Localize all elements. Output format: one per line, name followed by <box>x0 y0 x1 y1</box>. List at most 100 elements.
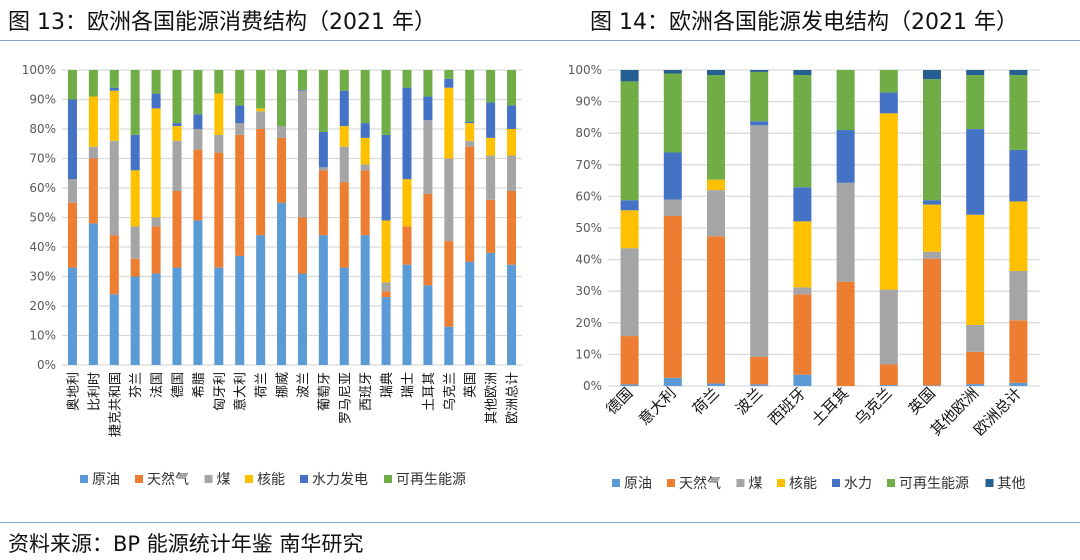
bar-segment-煤 <box>339 146 349 183</box>
bar-segment-水力 <box>879 92 898 114</box>
bar-segment-原油 <box>507 264 517 365</box>
bar-segment-原油 <box>663 377 682 386</box>
bar-segment-水力发电 <box>339 90 349 127</box>
legend-swatch <box>612 479 620 487</box>
bar-segment-原油 <box>130 276 140 365</box>
source-note: 资料来源：BP 能源统计年鉴 南华研究 <box>8 532 364 556</box>
bar-segment-煤 <box>923 251 941 259</box>
bar-segment-水力发电 <box>465 121 475 124</box>
bar-segment-可再生能源 <box>486 70 496 103</box>
bar-segment-煤 <box>214 134 224 153</box>
left-chart-title: 图 13：欧洲各国能源消费结构（2021 年） <box>8 10 436 35</box>
bar-segment-核能 <box>151 108 161 218</box>
bar-segment-原油 <box>88 223 98 365</box>
bar-segment-其他 <box>966 70 985 76</box>
x-tick-label: 欧洲总计 <box>970 384 1025 439</box>
x-tick-label: 比利时 <box>87 372 102 411</box>
bar-segment-煤 <box>423 120 433 194</box>
bar-segment-天然气 <box>256 129 266 236</box>
bar-segment-原油 <box>193 220 203 365</box>
x-tick-label: 其他欧洲 <box>485 372 500 424</box>
y-tick-label: 90% <box>29 93 56 107</box>
bar-segment-可再生能源 <box>256 70 266 109</box>
bar-segment-原油 <box>214 267 224 365</box>
bar-segment-天然气 <box>663 215 682 378</box>
bar-segment-水力 <box>836 130 855 183</box>
bar-segment-煤 <box>67 179 77 203</box>
bottom-divider <box>0 522 1080 523</box>
legend-swatch <box>204 475 213 483</box>
bar-segment-核能 <box>109 90 119 141</box>
bar-segment-天然气 <box>923 258 941 386</box>
bar-segment-可再生能源 <box>277 70 287 127</box>
bar-segment-可再生能源 <box>297 70 307 90</box>
x-tick-label: 德国 <box>171 372 186 398</box>
bar-segment-天然气 <box>507 190 517 265</box>
bar-segment-煤 <box>444 158 454 242</box>
bar-segment-天然气 <box>402 226 412 265</box>
y-tick-label: 20% <box>29 299 56 313</box>
bar-segment-可再生能源 <box>318 70 328 132</box>
y-tick-label: 30% <box>29 270 56 284</box>
bar-segment-可再生能源 <box>793 75 812 188</box>
legend-swatch <box>245 475 253 483</box>
bar-segment-核能 <box>966 214 985 326</box>
bar-segment-原油 <box>620 384 639 386</box>
bar-segment-其他 <box>750 70 769 72</box>
legend-label: 煤 <box>749 476 763 492</box>
bar-segment-水力发电 <box>318 131 328 168</box>
bar-segment-其他 <box>707 70 725 76</box>
bar-segment-水力发电 <box>67 99 77 180</box>
bar-segment-煤 <box>620 248 639 337</box>
bar-segment-可再生能源 <box>214 70 224 94</box>
x-tick-label: 希腊 <box>192 372 207 398</box>
x-tick-label: 土耳其 <box>808 384 853 429</box>
bar-segment-煤 <box>235 123 245 135</box>
bar-segment-水力 <box>793 187 812 222</box>
bar-segment-天然气 <box>277 137 287 203</box>
x-tick-label: 乌克兰 <box>851 384 896 429</box>
bar-segment-煤 <box>793 287 812 295</box>
bar-segment-水力 <box>1009 149 1028 202</box>
bar-segment-煤 <box>1009 270 1028 321</box>
y-tick-label: 70% <box>29 152 56 166</box>
bar-segment-可再生能源 <box>193 70 203 115</box>
bar-segment-原油 <box>707 383 725 386</box>
bar-segment-可再生能源 <box>663 73 682 153</box>
bar-segment-煤 <box>663 199 682 216</box>
bar-segment-天然气 <box>707 236 725 384</box>
bar-segment-天然气 <box>381 291 391 298</box>
bar-segment-可再生能源 <box>88 70 98 97</box>
bar-segment-可再生能源 <box>966 75 985 130</box>
bar-segment-天然气 <box>67 202 77 268</box>
bar-segment-原油 <box>360 235 370 365</box>
bar-segment-天然气 <box>793 294 812 375</box>
bar-segment-核能 <box>923 204 941 252</box>
bar-segment-可再生能源 <box>1009 75 1028 150</box>
bar-segment-原油 <box>297 273 307 365</box>
x-tick-label: 瑞士 <box>401 372 416 398</box>
y-tick-label: 50% <box>29 211 56 225</box>
y-tick-label: 100% <box>568 63 602 77</box>
bar-segment-核能 <box>402 179 412 227</box>
bar-segment-可再生能源 <box>67 70 77 100</box>
legend-swatch <box>832 479 840 487</box>
bar-segment-核能 <box>360 137 370 165</box>
bar-segment-天然气 <box>486 199 496 253</box>
bar-segment-可再生能源 <box>402 70 412 88</box>
x-tick-label: 罗马尼亚 <box>338 372 353 424</box>
bar-segment-煤 <box>507 155 517 191</box>
x-tick-label: 奥地利 <box>66 372 81 411</box>
bar-segment-可再生能源 <box>381 70 391 135</box>
bar-segment-煤 <box>836 182 855 282</box>
bar-segment-煤 <box>360 164 370 171</box>
bar-segment-煤 <box>151 217 161 227</box>
bar-segment-天然气 <box>966 351 985 385</box>
legend-label: 核能 <box>257 472 285 488</box>
bar-segment-水力 <box>620 200 639 211</box>
bar-segment-原油 <box>465 261 475 365</box>
y-tick-label: 70% <box>575 158 602 172</box>
y-tick-label: 80% <box>575 126 602 140</box>
